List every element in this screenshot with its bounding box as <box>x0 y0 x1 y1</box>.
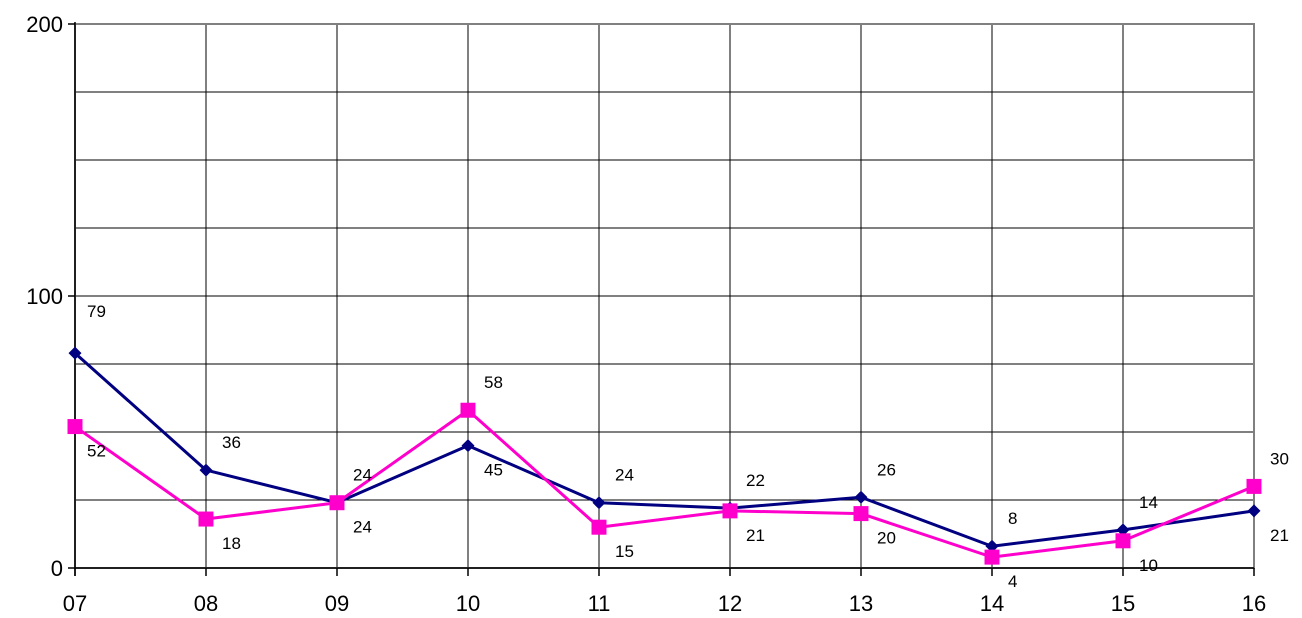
data-label-series-1-09: 24 <box>353 466 372 485</box>
data-label-series-2-11: 15 <box>615 542 634 561</box>
data-label-series-1-08: 36 <box>222 433 241 452</box>
y-tick-label-0: 0 <box>51 556 63 581</box>
series-2-point-08 <box>198 511 214 527</box>
y-tick-label-200: 200 <box>26 12 63 37</box>
series-1-point-15 <box>1116 523 1130 537</box>
x-tick-label-14: 14 <box>980 591 1004 616</box>
series-1-point-07 <box>68 346 82 360</box>
x-tick-label-13: 13 <box>849 591 873 616</box>
x-tick-label-07: 07 <box>63 591 87 616</box>
series-1-point-16 <box>1247 504 1261 518</box>
data-label-series-1-13: 26 <box>877 460 896 479</box>
series-1-point-08 <box>199 463 213 477</box>
data-label-series-2-15: 10 <box>1139 556 1158 575</box>
data-label-series-1-12: 22 <box>746 471 765 490</box>
x-tick-label-11: 11 <box>588 591 611 616</box>
series-2-point-14 <box>984 549 1000 565</box>
series-2-point-09 <box>329 495 345 511</box>
x-tick-label-15: 15 <box>1111 591 1135 616</box>
x-tick-label-16: 16 <box>1242 591 1266 616</box>
axes <box>68 22 1255 576</box>
data-label-series-2-12: 21 <box>746 526 765 545</box>
x-tick-label-12: 12 <box>718 591 742 616</box>
data-label-series-1-10: 45 <box>484 461 503 480</box>
data-label-series-2-09: 24 <box>353 518 372 537</box>
data-label-series-2-13: 20 <box>877 529 896 548</box>
data-label-series-1-14: 8 <box>1008 509 1017 528</box>
series-1-point-14 <box>985 539 999 553</box>
series-2-point-13 <box>853 506 869 522</box>
x-tick-label-10: 10 <box>456 591 480 616</box>
tick-labels: 0 100 200 07 08 09 10 11 12 13 14 15 16 <box>26 12 1266 616</box>
series-2-point-11 <box>591 519 607 535</box>
x-tick-label-08: 08 <box>194 591 218 616</box>
series-1-line <box>74 352 1255 548</box>
series-2-point-10 <box>460 402 476 418</box>
series-1-point-10 <box>461 439 475 453</box>
series-2-point-16 <box>1246 478 1262 494</box>
data-label-series-1-16: 21 <box>1270 526 1289 545</box>
data-label-series-2-08: 18 <box>222 534 241 553</box>
y-tick-label-100: 100 <box>26 284 63 309</box>
series-1-point-13 <box>854 490 868 504</box>
data-label-series-2-16: 30 <box>1270 449 1289 468</box>
gridlines <box>75 23 1255 568</box>
data-labels: 79 36 24 45 24 22 26 8 14 21 52 18 24 58 15 21 20 4 10 30 <box>87 302 1289 591</box>
data-label-series-2-10: 58 <box>484 373 503 392</box>
series-1-point-11 <box>592 496 606 510</box>
series-2-point-15 <box>1115 533 1131 549</box>
x-tick-label-09: 09 <box>325 591 349 616</box>
series-2-line <box>74 408 1255 559</box>
data-label-series-1-07: 79 <box>87 302 106 321</box>
data-label-series-1-15: 14 <box>1139 493 1158 512</box>
series-2-point-07 <box>67 419 83 435</box>
data-label-series-2-14: 4 <box>1008 572 1017 591</box>
data-label-series-1-11: 24 <box>615 466 634 485</box>
data-label-series-2-07: 52 <box>87 442 106 461</box>
series-2-point-12 <box>722 503 738 519</box>
series <box>67 346 1262 565</box>
